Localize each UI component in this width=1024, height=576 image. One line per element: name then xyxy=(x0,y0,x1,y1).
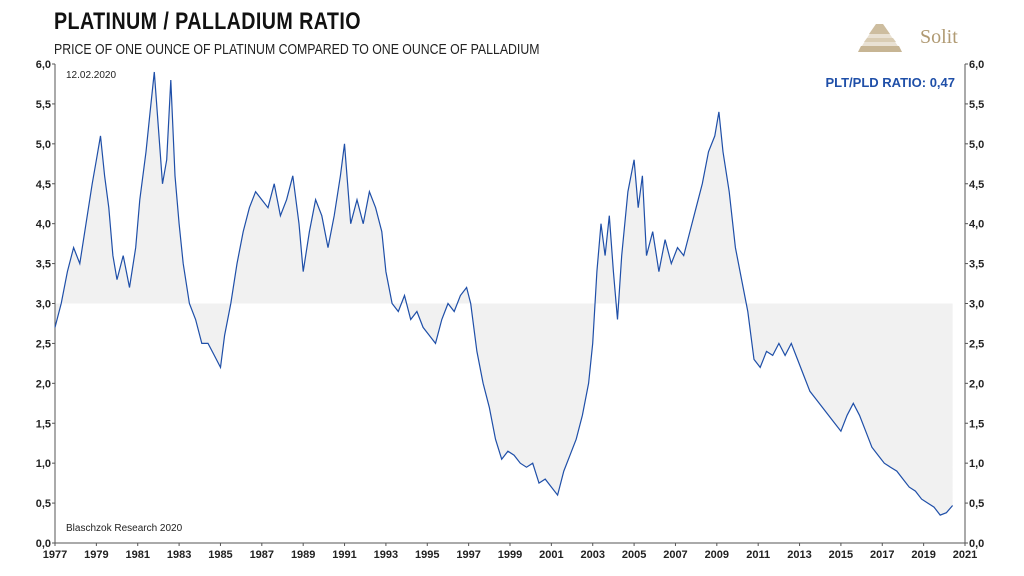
x-tick-label: 1993 xyxy=(374,549,398,561)
x-tick-label: 2013 xyxy=(787,549,811,561)
y-tick-label-left: 2,0 xyxy=(36,378,51,390)
x-tick-label: 1991 xyxy=(332,549,356,561)
x-tick-label: 2003 xyxy=(580,549,604,561)
x-tick-label: 2021 xyxy=(953,549,977,561)
x-tick-label: 2019 xyxy=(911,549,935,561)
x-tick-label: 1997 xyxy=(456,549,480,561)
x-tick-label: 1989 xyxy=(291,549,315,561)
x-tick-label: 2011 xyxy=(746,549,770,561)
x-tick-label: 1985 xyxy=(208,549,232,561)
y-tick-label-right: 4,0 xyxy=(969,219,984,231)
baseline-fill-area xyxy=(55,72,965,516)
x-tick-label: 1995 xyxy=(415,549,439,561)
x-tick-label: 1977 xyxy=(43,549,67,561)
date-label: 12.02.2020 xyxy=(66,70,116,81)
y-tick-label-left: 3,0 xyxy=(36,299,51,311)
chart-subtitle: PRICE OF ONE OUNCE OF PLATINUM COMPARED … xyxy=(54,41,540,58)
y-tick-label-right: 3,0 xyxy=(969,299,984,311)
chart-title: PLATINUM / PALLADIUM RATIO xyxy=(54,8,361,35)
x-tick-label: 2009 xyxy=(705,549,729,561)
y-tick-label-left: 6,0 xyxy=(36,59,51,71)
logo-text: Solit xyxy=(920,26,958,48)
y-tick-label-right: 6,0 xyxy=(969,59,984,71)
baseline-fill xyxy=(55,72,965,516)
tick-layer: 0,0 0,0 0,5 0,5 1,0 1,0 1,5 1,5 2,0 2,0 2,5 2,5 3,0 3… xyxy=(36,59,985,561)
y-tick-label-left: 1,0 xyxy=(36,458,51,470)
x-tick-label: 1987 xyxy=(250,549,274,561)
y-tick-label-left: 5,5 xyxy=(36,99,51,111)
y-tick-label-left: 1,5 xyxy=(36,418,51,430)
x-tick-label: 2005 xyxy=(622,549,646,561)
y-tick-label-right: 1,5 xyxy=(969,418,984,430)
y-tick-label-left: 5,0 xyxy=(36,139,51,151)
y-tick-label-left: 4,5 xyxy=(36,179,51,191)
y-tick-label-right: 1,0 xyxy=(969,458,984,470)
x-tick-label: 2001 xyxy=(539,549,563,561)
y-tick-label-left: 4,0 xyxy=(36,219,51,231)
y-tick-label-right: 2,5 xyxy=(969,338,984,350)
x-tick-label: 1983 xyxy=(167,549,191,561)
y-tick-label-left: 2,5 xyxy=(36,338,51,350)
x-tick-label: 2017 xyxy=(870,549,894,561)
y-tick-label-left: 0,5 xyxy=(36,498,51,510)
y-tick-label-right: 0,0 xyxy=(969,538,984,550)
y-tick-label-right: 5,0 xyxy=(969,139,984,151)
y-tick-label-right: 4,5 xyxy=(969,179,984,191)
y-tick-label-left: 3,5 xyxy=(36,259,51,271)
y-tick-label-right: 2,0 xyxy=(969,378,984,390)
ratio-label: PLT/PLD RATIO: 0,47 xyxy=(825,75,955,90)
source-label: Blaschzok Research 2020 xyxy=(66,523,183,534)
x-tick-label: 2007 xyxy=(663,549,687,561)
x-tick-label: 1999 xyxy=(498,549,522,561)
y-tick-label-right: 3,5 xyxy=(969,259,984,271)
ratio-series-line xyxy=(54,71,954,516)
x-tick-label: 1981 xyxy=(125,549,149,561)
y-tick-label-right: 0,5 xyxy=(969,498,984,510)
x-tick-label: 1979 xyxy=(84,549,108,561)
solit-logo-icon xyxy=(858,24,902,52)
x-tick-label: 2015 xyxy=(829,549,853,561)
y-tick-label-right: 5,5 xyxy=(969,99,984,111)
y-tick-label-left: 0,0 xyxy=(36,538,51,550)
